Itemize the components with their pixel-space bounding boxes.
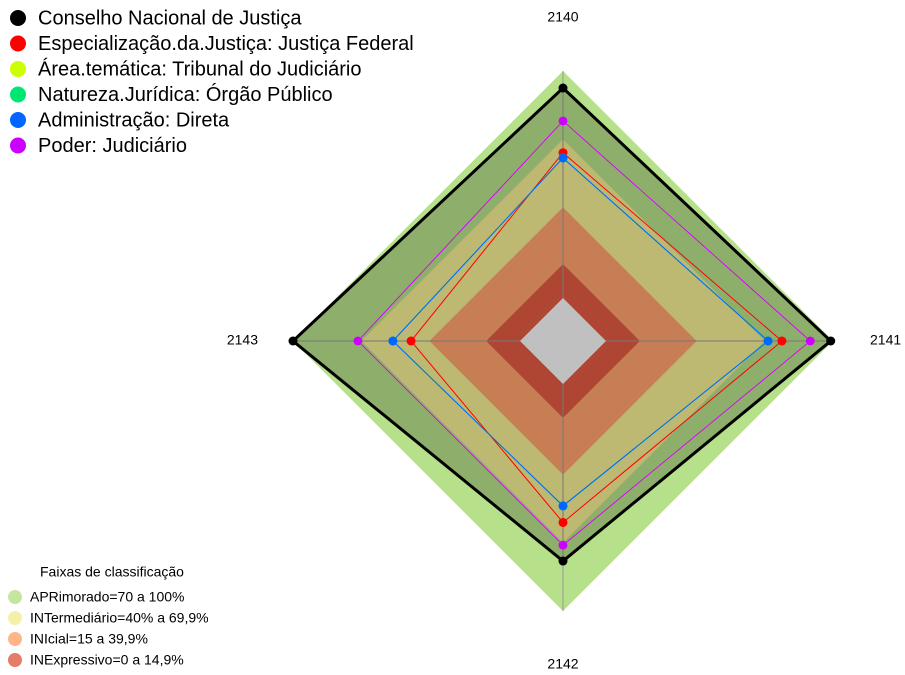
series-point — [406, 336, 416, 346]
legend-label: Conselho Nacional de Justiça — [38, 7, 302, 29]
legend-label: Administração: Direta — [38, 109, 230, 131]
center-hole — [520, 298, 606, 384]
band-legend-marker — [8, 611, 22, 625]
series-point — [558, 501, 568, 511]
axis-label: 2142 — [547, 656, 578, 672]
series-point — [353, 336, 363, 346]
legend-marker — [10, 137, 26, 154]
axis-label: 2141 — [870, 332, 901, 348]
axis-label: 2140 — [547, 9, 578, 25]
series-point — [558, 540, 568, 550]
legend-marker — [10, 86, 26, 103]
legend-marker — [10, 112, 26, 128]
legend-marker — [10, 10, 26, 26]
band-legend-label: INExpressivo=0 a 14,9% — [30, 652, 184, 668]
series-point — [558, 517, 568, 527]
series-point — [558, 83, 568, 93]
band-legend-label: APRimorado=70 a 100% — [30, 589, 185, 605]
axis-label: 2143 — [227, 332, 258, 348]
series-point — [558, 153, 568, 163]
legend-label: Especialização.da.Justiça: Justiça Feder… — [38, 33, 414, 55]
band-legend-label: INIcial=15 a 39,9% — [30, 631, 148, 647]
series-point — [826, 336, 836, 346]
band-legend-marker — [8, 632, 22, 646]
series-point — [558, 116, 568, 126]
legend-label: Área.temática: Tribunal do Judiciário — [38, 57, 362, 80]
band-legend-marker — [8, 590, 22, 604]
series-point — [777, 336, 787, 346]
legend-marker — [10, 61, 26, 77]
series-point — [388, 336, 398, 346]
series-point — [288, 336, 298, 346]
series-point — [763, 336, 773, 346]
legend-label: Natureza.Jurídica: Órgão Público — [38, 83, 333, 106]
series-point — [805, 336, 815, 346]
series-point — [558, 556, 568, 566]
band-legend-label: INTermediário=40% a 69,9% — [30, 610, 209, 626]
legend-label: Poder: Judiciário — [38, 135, 187, 157]
band-legend-marker — [8, 653, 22, 667]
bands-legend-title: Faixas de classificação — [40, 564, 184, 580]
legend-marker — [10, 35, 26, 52]
